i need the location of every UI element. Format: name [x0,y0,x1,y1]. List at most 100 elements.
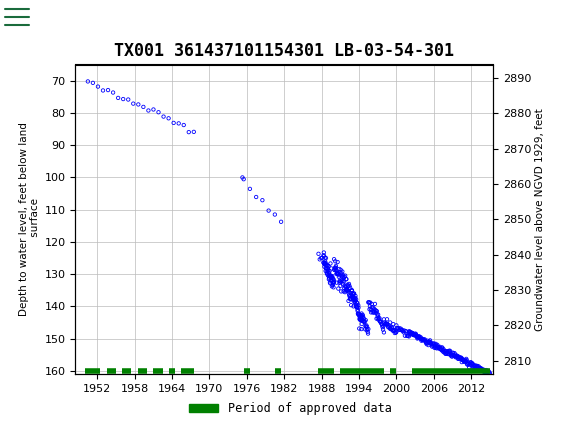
Point [319,259,328,266]
Point [419,337,428,344]
Point [428,341,437,347]
Point [483,369,492,375]
Point [373,311,382,318]
Point [331,264,340,271]
Point [448,352,458,359]
Point [149,106,158,113]
Point [337,273,346,280]
Point [423,337,432,344]
Point [343,281,352,288]
Point [322,262,332,269]
Point [458,356,467,363]
Point [410,332,419,339]
Point [426,339,435,346]
Point [99,87,108,94]
Point [415,334,425,341]
Point [432,343,441,350]
Point [403,332,412,339]
Point [341,284,350,291]
Point [418,336,427,343]
Point [327,265,336,272]
Point [331,265,340,272]
Point [184,129,193,135]
Point [324,269,334,276]
Point [401,328,410,335]
Point [447,353,456,360]
Point [484,368,493,375]
Bar [3,2,84,36]
Point [350,299,359,306]
Point [238,174,247,181]
Point [372,315,381,322]
Point [376,320,386,327]
Point [384,323,393,330]
Point [421,338,430,345]
Point [465,360,474,367]
Point [414,333,423,340]
Point [452,353,462,360]
Point [456,355,466,362]
Point [427,341,436,347]
Point [339,273,348,280]
Point [379,329,389,336]
Point [347,287,356,294]
Point [407,330,416,337]
Point [354,310,363,317]
Point [357,316,367,322]
Point [356,313,365,320]
Point [338,281,347,288]
Point [382,319,391,326]
Point [480,369,489,375]
Point [477,366,487,372]
Point [372,307,381,314]
Point [417,335,426,342]
Point [390,329,400,336]
Point [414,333,423,340]
Point [336,288,346,295]
Point [327,275,336,282]
Point [320,254,329,261]
Point [418,335,427,342]
Point [482,370,491,377]
Point [358,313,367,320]
Point [328,279,338,286]
Point [440,347,449,354]
Point [404,329,414,335]
Point [477,366,486,373]
Point [466,361,476,368]
Point [441,350,450,357]
Point [340,272,350,279]
Point [325,275,334,282]
Point [350,298,360,305]
Point [344,290,353,297]
Legend: Period of approved data: Period of approved data [184,397,396,420]
Point [336,283,345,289]
Point [349,291,358,298]
Point [376,319,385,326]
Point [439,349,448,356]
Point [343,287,353,294]
Point [322,270,332,277]
Point [459,358,469,365]
Point [408,330,418,337]
Point [443,350,452,357]
Point [358,311,367,318]
Point [478,366,488,373]
Point [324,273,334,280]
Point [353,311,362,318]
Point [354,325,364,332]
Point [447,351,456,358]
Point [408,330,417,337]
Point [239,176,248,183]
Point [342,276,351,283]
Point [461,357,470,364]
Point [325,267,334,274]
Point [476,365,485,372]
Point [340,285,349,292]
Point [417,337,426,344]
Point [471,365,480,372]
Point [466,359,476,366]
Point [339,275,349,282]
Point [445,348,454,355]
Point [473,362,483,369]
